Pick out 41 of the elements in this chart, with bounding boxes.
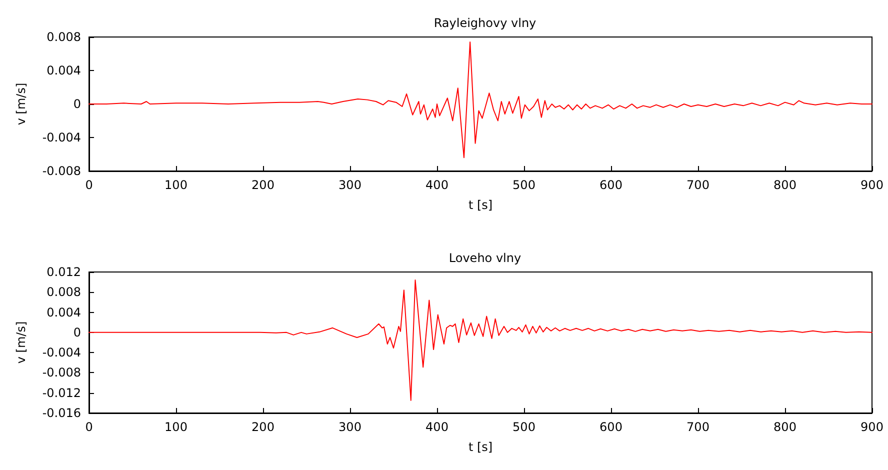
y-tick-label: -0.008 bbox=[42, 366, 81, 380]
x-tick-label: 800 bbox=[774, 178, 796, 192]
x-tick-label: 900 bbox=[860, 420, 884, 434]
x-tick-label: 0 bbox=[85, 178, 93, 192]
y-axis-title: v [m/s] bbox=[14, 321, 28, 364]
x-tick-label: 900 bbox=[860, 178, 884, 192]
y-axis-title: v [m/s] bbox=[14, 82, 28, 126]
x-tick-label: 400 bbox=[426, 420, 448, 434]
x-tick-label: 800 bbox=[774, 420, 796, 434]
chart-title: Rayleighovy vlny bbox=[434, 16, 536, 30]
line-series bbox=[88, 280, 872, 401]
line-series bbox=[88, 42, 872, 158]
x-tick-label: 600 bbox=[600, 178, 622, 192]
y-tick-label: 0.004 bbox=[46, 64, 81, 78]
y-tick-label: -0.004 bbox=[42, 130, 81, 144]
y-tick-label: -0.008 bbox=[42, 164, 81, 178]
y-tick-label: 0 bbox=[73, 325, 81, 340]
x-axis-title: t [s] bbox=[468, 440, 493, 454]
x-tick-label: 300 bbox=[338, 420, 362, 434]
x-tick-label: 500 bbox=[512, 178, 536, 192]
y-tick-label: 0.008 bbox=[46, 30, 81, 44]
y-tick-label: 0.012 bbox=[46, 265, 81, 279]
x-tick-label: 400 bbox=[426, 178, 448, 192]
y-tick-label: 0.004 bbox=[46, 305, 81, 320]
x-tick-label: 700 bbox=[686, 420, 710, 434]
x-tick-label: 700 bbox=[686, 178, 710, 192]
x-tick-label: 200 bbox=[252, 178, 274, 192]
y-tick-label: -0.016 bbox=[42, 406, 81, 420]
y-tick-label: 0 bbox=[73, 97, 81, 111]
x-tick-label: 500 bbox=[512, 420, 536, 434]
x-tick-label: 100 bbox=[164, 420, 188, 434]
y-tick-label: 0.008 bbox=[46, 285, 81, 300]
x-tick-label: 300 bbox=[338, 178, 362, 192]
y-tick-label: -0.004 bbox=[42, 346, 81, 360]
x-tick-label: 600 bbox=[600, 420, 622, 434]
chart-title: Loveho vlny bbox=[448, 251, 522, 265]
x-axis-title: t [s] bbox=[468, 198, 493, 212]
x-tick-label: 0 bbox=[85, 420, 93, 434]
y-tick-label: -0.012 bbox=[42, 386, 81, 400]
x-tick-label: 200 bbox=[252, 420, 274, 434]
x-tick-label: 100 bbox=[164, 178, 188, 192]
